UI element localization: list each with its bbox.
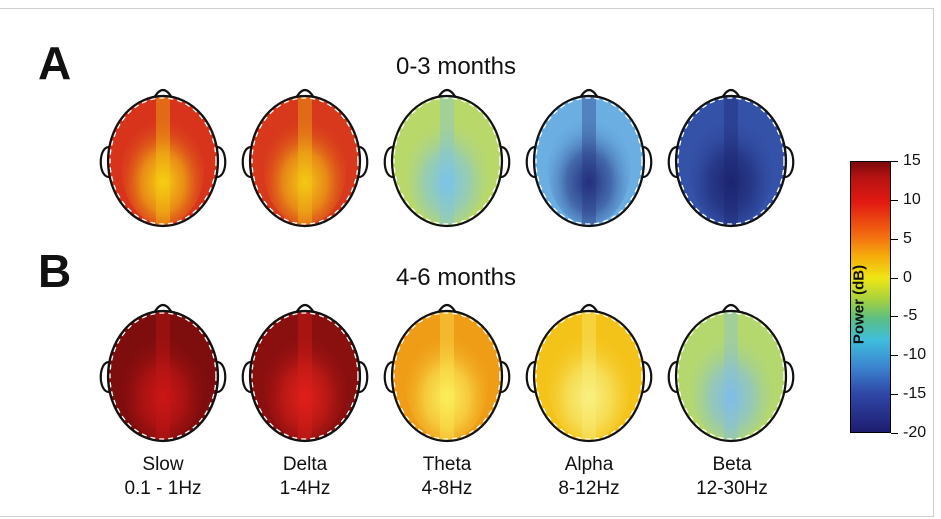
figure-frame [0, 8, 934, 517]
panel-b-title: 4-6 months [395, 264, 517, 291]
colorbar-tick-label: 10 [903, 191, 921, 208]
panel-letter-b: B [38, 245, 72, 297]
colorbar-tick-label: -5 [903, 307, 918, 324]
topomap-alpha-4-6 [525, 303, 653, 443]
band-label-theta: Theta 4-8Hz [421, 454, 473, 499]
panel-letter-a: A [38, 37, 72, 89]
band-label-alpha: Alpha 8-12Hz [558, 454, 620, 499]
topomap-beta-4-6 [667, 303, 795, 443]
colorbar-tick-mark [891, 355, 898, 356]
colorbar-tick-mark [891, 161, 898, 162]
colorbar-tick-label: 0 [903, 269, 912, 286]
colorbar-tick-mark [891, 394, 898, 395]
colorbar-tick-mark [891, 278, 898, 279]
topomap-delta-0-3 [241, 88, 369, 228]
band-label-delta: Delta 1-4Hz [279, 454, 331, 499]
topomap-alpha-0-3 [525, 88, 653, 228]
topomap-delta-4-6 [241, 303, 369, 443]
colorbar-tick-label: 5 [903, 230, 912, 247]
topomap-theta-0-3 [383, 88, 511, 228]
colorbar-tick-label: 15 [903, 152, 921, 169]
colorbar-tick-mark [891, 200, 898, 201]
colorbar-tick-label: -15 [903, 385, 927, 402]
topomap-theta-4-6 [383, 303, 511, 443]
topomap-slow-4-6 [99, 303, 227, 443]
panel-a-title: 0-3 months [395, 53, 517, 80]
colorbar-tick-mark [891, 239, 898, 240]
colorbar-tick-label: -10 [903, 346, 927, 363]
band-label-beta: Beta 12-30Hz [696, 454, 768, 499]
colorbar [850, 161, 891, 433]
colorbar-tick-mark [891, 433, 898, 434]
colorbar-tick-label: -20 [903, 424, 927, 441]
colorbar-tick-mark [891, 316, 898, 317]
topomap-slow-0-3 [99, 88, 227, 228]
band-label-slow: Slow 0.1 - 1Hz [124, 454, 202, 499]
topomap-beta-0-3 [667, 88, 795, 228]
colorbar-label: Power (dB) [850, 264, 868, 345]
